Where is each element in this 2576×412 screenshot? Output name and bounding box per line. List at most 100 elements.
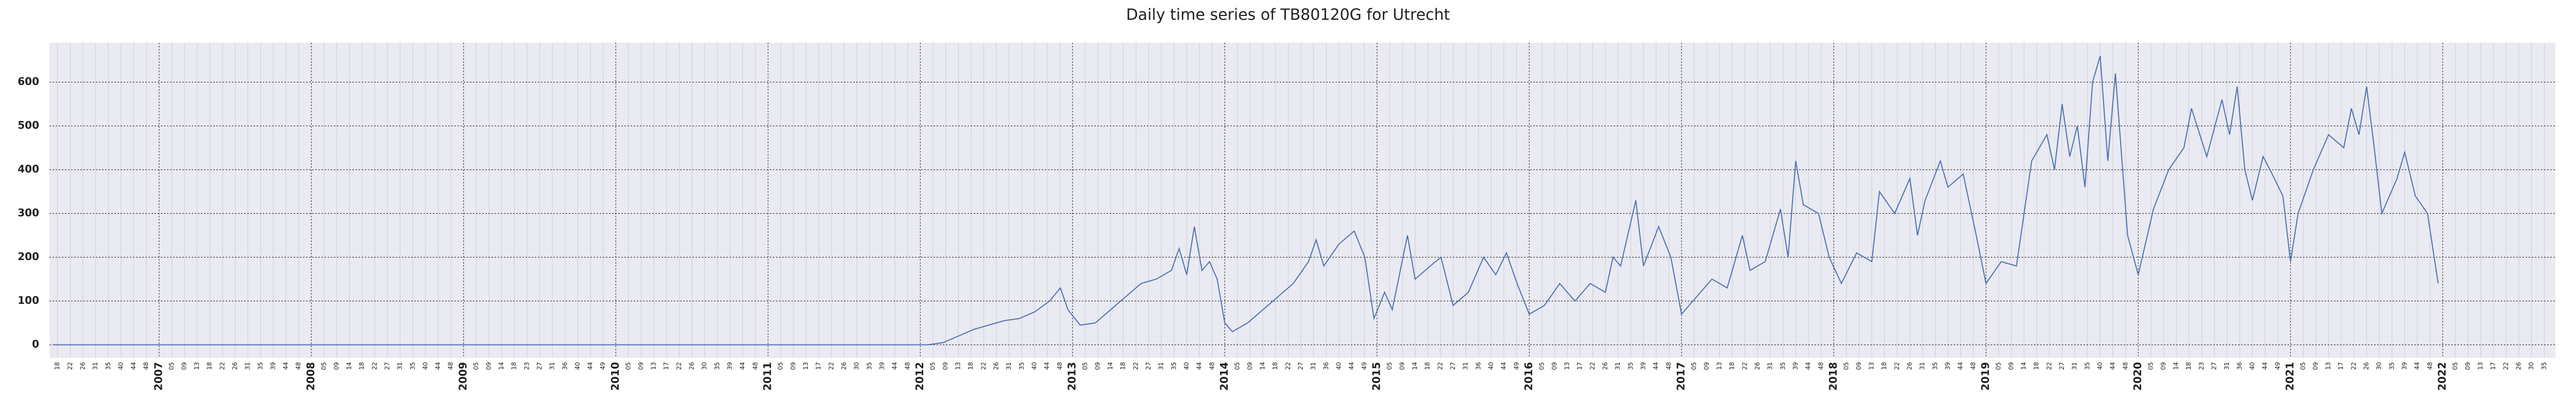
x-minor-tick-label: 14: [346, 362, 353, 370]
x-minor-tick-label: 48: [1970, 362, 1977, 370]
x-minor-tick-label: 44: [586, 362, 594, 370]
x-minor-tick-label: 22: [980, 362, 987, 370]
x-minor-tick-label: 44: [1500, 362, 1507, 370]
x-minor-tick-label: 22: [828, 362, 835, 370]
x-minor-tick-label: 18: [206, 362, 213, 370]
x-minor-tick-label: 35: [2083, 362, 2091, 370]
x-minor-tick-label: 18: [54, 362, 61, 370]
series-line: [52, 56, 2439, 346]
x-minor-tick-label: 48: [1817, 362, 1824, 370]
x-minor-tick-label: 49: [1361, 362, 1368, 370]
x-minor-tick-label: 31: [1767, 362, 1774, 370]
x-minor-tick-label: 05: [1386, 362, 1393, 370]
x-minor-tick-label: 13: [802, 362, 809, 370]
x-minor-tick-label: 05: [320, 362, 327, 370]
x-minor-tick-label: 40: [1183, 362, 1190, 370]
x-minor-tick-label: 22: [1893, 362, 1901, 370]
x-minor-tick-label: 49: [2274, 362, 2281, 370]
x-minor-tick-label: 05: [1233, 362, 1241, 370]
x-minor-tick-label: 26: [2363, 362, 2370, 370]
x-minor-tick-label: 35: [1018, 362, 1025, 370]
x-minor-tick-label: 14: [1259, 362, 1266, 370]
x-minor-tick-label: 18: [2185, 362, 2192, 370]
x-minor-tick-label: 36: [1475, 362, 1482, 370]
x-minor-tick-label: 48: [447, 362, 454, 370]
x-minor-tick-label: 22: [371, 362, 378, 370]
chart-title: Daily time series of TB80120G for Utrech…: [1126, 6, 1450, 24]
y-tick-label: 600: [18, 75, 39, 88]
x-minor-tick-label: 09: [181, 362, 188, 370]
x-minor-tick-label: 35: [257, 362, 264, 370]
x-tick-label: 2021: [2283, 362, 2296, 391]
x-minor-tick-label: 22: [1437, 362, 1444, 370]
x-minor-tick-label: 39: [1944, 362, 1951, 370]
x-minor-tick-label: 44: [1652, 362, 1659, 370]
x-minor-tick-label: 30: [2528, 362, 2535, 370]
x-minor-tick-label: 48: [1665, 362, 1672, 370]
x-tick-label: 2016: [1522, 362, 1535, 391]
x-minor-tick-label: 09: [333, 362, 340, 370]
x-minor-tick-label: 44: [1348, 362, 1355, 370]
x-minor-tick-label: 14: [2020, 362, 2027, 370]
x-minor-tick-label: 44: [1804, 362, 1811, 370]
x-minor-tick-label: 44: [434, 362, 442, 370]
x-minor-tick-label: 09: [1855, 362, 1862, 370]
x-minor-tick-label: 39: [2401, 362, 2408, 370]
x-minor-tick-label: 31: [2223, 362, 2230, 370]
x-minor-tick-label: 14: [2173, 362, 2180, 370]
x-minor-tick-label: 35: [105, 362, 112, 370]
x-minor-tick-label: 18: [1424, 362, 1431, 370]
x-minor-tick-label: 13: [955, 362, 962, 370]
x-minor-tick-label: 09: [790, 362, 797, 370]
x-minor-tick-label: 40: [2248, 362, 2256, 370]
x-minor-tick-label: 44: [739, 362, 746, 370]
x-minor-tick-label: 17: [2337, 362, 2345, 370]
x-minor-tick-label: 05: [2299, 362, 2307, 370]
x-minor-tick-label: 18: [1272, 362, 1279, 370]
x-minor-tick-label: 05: [2451, 362, 2459, 370]
x-minor-tick-label: 48: [2426, 362, 2433, 370]
x-minor-tick-label: 18: [1120, 362, 1127, 370]
x-tick-label: 2014: [1218, 362, 1230, 391]
x-minor-tick-label: 09: [942, 362, 949, 370]
x-tick-label: 2010: [609, 362, 621, 391]
x-minor-tick-label: 23: [2198, 362, 2205, 370]
x-minor-tick-label: 17: [2489, 362, 2497, 370]
x-minor-tick-label: 26: [79, 362, 87, 370]
x-minor-tick-label: 09: [2464, 362, 2471, 370]
x-minor-tick-label: 09: [1551, 362, 1558, 370]
x-minor-tick-label: 35: [866, 362, 873, 370]
x-minor-tick-label: 36: [1323, 362, 1330, 370]
x-minor-tick-label: 05: [624, 362, 632, 370]
x-minor-tick-label: 09: [2008, 362, 2015, 370]
x-minor-tick-label: 35: [1931, 362, 1939, 370]
x-minor-tick-label: 31: [1310, 362, 1317, 370]
x-minor-tick-label: 09: [2160, 362, 2167, 370]
x-minor-tick-label: 13: [1564, 362, 1571, 370]
x-minor-tick-label: 22: [675, 362, 683, 370]
x-minor-tick-label: 31: [1158, 362, 1165, 370]
x-minor-tick-label: 31: [396, 362, 403, 370]
x-minor-tick-label: 22: [1589, 362, 1596, 370]
x-minor-tick-label: 23: [523, 362, 530, 370]
x-minor-tick-label: 40: [117, 362, 124, 370]
x-minor-tick-label: 40: [1487, 362, 1495, 370]
x-minor-tick-label: 48: [1056, 362, 1063, 370]
x-minor-tick-label: 44: [1043, 362, 1050, 370]
x-minor-tick-label: 44: [1957, 362, 1964, 370]
x-minor-tick-label: 36: [561, 362, 568, 370]
x-minor-tick-label: 27: [1449, 362, 1456, 370]
x-minor-tick-label: 17: [663, 362, 670, 370]
x-minor-tick-label: 17: [815, 362, 822, 370]
x-minor-tick-label: 30: [701, 362, 708, 370]
x-minor-tick-label: 22: [66, 362, 74, 370]
y-tick-label: 400: [18, 163, 39, 175]
x-minor-tick-label: 44: [282, 362, 289, 370]
x-minor-tick-label: 40: [2096, 362, 2104, 370]
x-minor-tick-label: 44: [2109, 362, 2116, 370]
x-minor-tick-label: 27: [536, 362, 543, 370]
x-minor-tick-label: 39: [878, 362, 886, 370]
x-minor-tick-label: 35: [2388, 362, 2395, 370]
x-minor-tick-label: 13: [1868, 362, 1875, 370]
